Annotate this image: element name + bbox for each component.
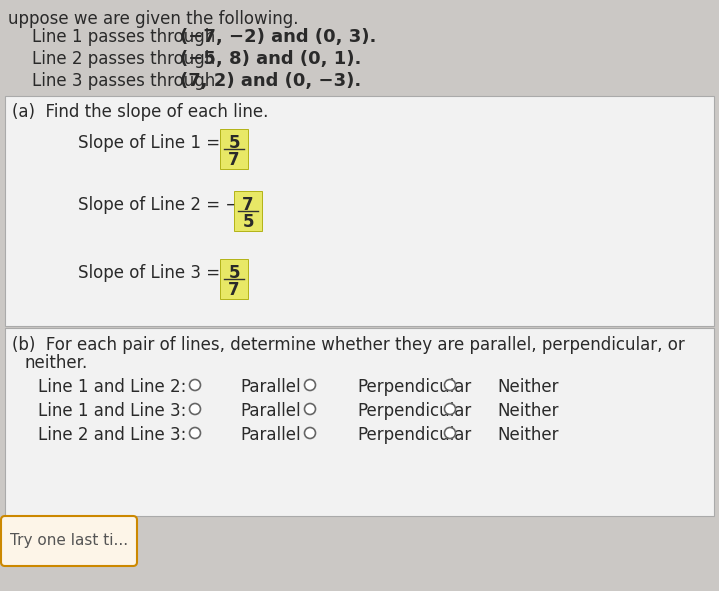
- Text: 7: 7: [228, 281, 240, 299]
- Text: Line 1 and Line 2:: Line 1 and Line 2:: [38, 378, 186, 396]
- Text: Parallel: Parallel: [240, 426, 301, 444]
- FancyBboxPatch shape: [1, 516, 137, 566]
- FancyBboxPatch shape: [234, 191, 262, 231]
- Circle shape: [305, 427, 316, 439]
- FancyBboxPatch shape: [5, 96, 714, 326]
- Text: 5: 5: [228, 134, 239, 152]
- Circle shape: [444, 404, 456, 414]
- Text: 5: 5: [228, 264, 239, 282]
- Circle shape: [444, 427, 456, 439]
- Text: (−5, 8) and (0, 1).: (−5, 8) and (0, 1).: [180, 50, 362, 68]
- Text: 5: 5: [242, 213, 254, 231]
- Text: 7: 7: [242, 196, 254, 214]
- Circle shape: [190, 427, 201, 439]
- FancyBboxPatch shape: [220, 259, 248, 299]
- Text: (−7, −2) and (0, 3).: (−7, −2) and (0, 3).: [180, 28, 377, 46]
- Text: uppose we are given the following.: uppose we are given the following.: [8, 10, 298, 28]
- Text: Slope of Line 3 =: Slope of Line 3 =: [78, 264, 225, 282]
- Text: Line 3 passes through: Line 3 passes through: [32, 72, 221, 90]
- Text: Parallel: Parallel: [240, 378, 301, 396]
- Text: Try one last ti...: Try one last ti...: [10, 534, 128, 548]
- Text: 7: 7: [228, 151, 240, 169]
- Circle shape: [444, 379, 456, 391]
- Text: Neither: Neither: [497, 402, 559, 420]
- Text: Perpendicular: Perpendicular: [357, 402, 471, 420]
- Text: Neither: Neither: [497, 426, 559, 444]
- Text: Perpendicular: Perpendicular: [357, 378, 471, 396]
- Circle shape: [305, 404, 316, 414]
- Circle shape: [305, 379, 316, 391]
- Text: Perpendicular: Perpendicular: [357, 426, 471, 444]
- Text: Line 2 passes through: Line 2 passes through: [32, 50, 221, 68]
- Text: Line 2 and Line 3:: Line 2 and Line 3:: [38, 426, 186, 444]
- Text: (7, 2) and (0, −3).: (7, 2) and (0, −3).: [180, 72, 362, 90]
- Text: (a)  Find the slope of each line.: (a) Find the slope of each line.: [12, 103, 268, 121]
- FancyBboxPatch shape: [220, 129, 248, 169]
- Text: neither.: neither.: [24, 354, 87, 372]
- Text: Parallel: Parallel: [240, 402, 301, 420]
- Text: (b)  For each pair of lines, determine whether they are parallel, perpendicular,: (b) For each pair of lines, determine wh…: [12, 336, 684, 354]
- Text: Neither: Neither: [497, 378, 559, 396]
- Text: Slope of Line 2 = −: Slope of Line 2 = −: [78, 196, 239, 214]
- Circle shape: [190, 379, 201, 391]
- FancyBboxPatch shape: [5, 328, 714, 516]
- Circle shape: [190, 404, 201, 414]
- Text: Line 1 passes through: Line 1 passes through: [32, 28, 221, 46]
- Text: Slope of Line 1 =: Slope of Line 1 =: [78, 134, 225, 152]
- Text: Line 1 and Line 3:: Line 1 and Line 3:: [38, 402, 186, 420]
